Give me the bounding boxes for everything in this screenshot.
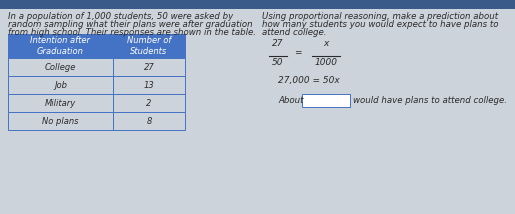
FancyBboxPatch shape	[8, 58, 113, 76]
Text: how many students you would expect to have plans to: how many students you would expect to ha…	[262, 20, 499, 29]
Text: =: =	[294, 49, 302, 58]
Text: Intention after
Graduation: Intention after Graduation	[30, 36, 91, 56]
Text: Number of
Students: Number of Students	[127, 36, 171, 56]
Text: 13: 13	[144, 80, 154, 89]
Text: College: College	[45, 62, 76, 71]
FancyBboxPatch shape	[8, 112, 113, 130]
Text: 50: 50	[272, 58, 284, 67]
Text: Job: Job	[54, 80, 67, 89]
Text: No plans: No plans	[42, 116, 79, 125]
Text: In a population of 1,000 students, 50 were asked by: In a population of 1,000 students, 50 we…	[8, 12, 233, 21]
Text: Using proportional reasoning, make a prediction about: Using proportional reasoning, make a pre…	[262, 12, 498, 21]
FancyBboxPatch shape	[113, 34, 185, 58]
Text: 27,000 = 50x: 27,000 = 50x	[278, 76, 340, 85]
Text: 27: 27	[144, 62, 154, 71]
FancyBboxPatch shape	[302, 94, 350, 107]
FancyBboxPatch shape	[113, 58, 185, 76]
Text: 8: 8	[146, 116, 152, 125]
FancyBboxPatch shape	[113, 94, 185, 112]
Text: from high school. Their responses are shown in the table.: from high school. Their responses are sh…	[8, 28, 256, 37]
FancyBboxPatch shape	[8, 94, 113, 112]
Text: 1000: 1000	[315, 58, 337, 67]
FancyBboxPatch shape	[0, 0, 515, 9]
FancyBboxPatch shape	[8, 76, 113, 94]
Text: About: About	[278, 95, 303, 104]
Text: 2: 2	[146, 98, 152, 107]
Text: attend college.: attend college.	[262, 28, 327, 37]
FancyBboxPatch shape	[8, 34, 113, 58]
Text: Military: Military	[45, 98, 76, 107]
Text: x: x	[323, 39, 329, 48]
FancyBboxPatch shape	[113, 76, 185, 94]
Text: would have plans to attend college.: would have plans to attend college.	[353, 95, 507, 104]
Text: 27: 27	[272, 39, 284, 48]
FancyBboxPatch shape	[113, 112, 185, 130]
Text: random sampling what their plans were after graduation: random sampling what their plans were af…	[8, 20, 253, 29]
